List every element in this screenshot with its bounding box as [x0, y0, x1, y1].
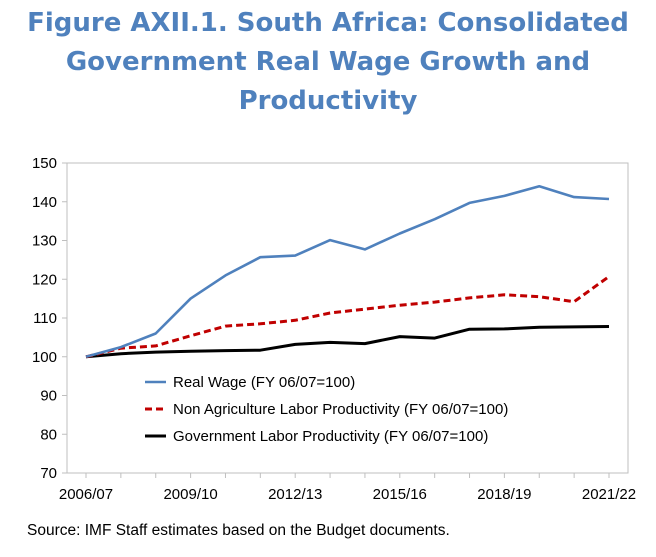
x-tick-label: 2006/07	[59, 486, 113, 503]
plot-frame	[66, 162, 629, 474]
y-tick-label: 130	[32, 233, 57, 250]
source-note: Source: IMF Staff estimates based on the…	[27, 522, 450, 539]
y-tick-label: 80	[40, 426, 57, 443]
series-line-2	[85, 275, 610, 359]
legend-label-3: Government Labor Productivity (FY 06/07=…	[173, 428, 488, 445]
series-line-3	[85, 325, 610, 359]
series-line-1	[85, 185, 610, 359]
chart-legend: Real Wage (FY 06/07=100) Non Agriculture …	[145, 374, 508, 445]
x-tick-label: 2015/16	[373, 486, 427, 503]
x-tick-label: 2018/19	[477, 486, 531, 503]
y-tick-label: 90	[40, 388, 57, 405]
x-tick-label: 2012/13	[268, 486, 322, 503]
chart-axes: 70 80 90 100 110 120 130 140 150 2006/07 2009/10 20…	[32, 155, 636, 503]
legend-label-1: Real Wage (FY 06/07=100)	[173, 374, 355, 391]
figure-title-line-1: Figure AXII.1. South Africa: Consolidate…	[27, 8, 629, 38]
x-tick-label: 2009/10	[163, 486, 217, 503]
chart-series	[85, 185, 610, 359]
figure-title: Figure AXII.1. South Africa: Consolidate…	[0, 4, 656, 121]
y-tick-label: 70	[40, 465, 57, 482]
y-tick-label: 100	[32, 349, 57, 366]
y-tick-label: 110	[33, 310, 57, 327]
legend-label-2: Non Agriculture Labor Productivity (FY 0…	[173, 401, 508, 418]
y-tick-label: 150	[32, 155, 57, 172]
figure-title-line-3: Productivity	[238, 86, 418, 116]
y-tick-label: 140	[32, 194, 57, 211]
x-tick-label: 2021/22	[582, 486, 636, 503]
y-tick-label: 120	[32, 271, 57, 288]
figure-title-line-2: Government Real Wage Growth and	[65, 47, 591, 77]
